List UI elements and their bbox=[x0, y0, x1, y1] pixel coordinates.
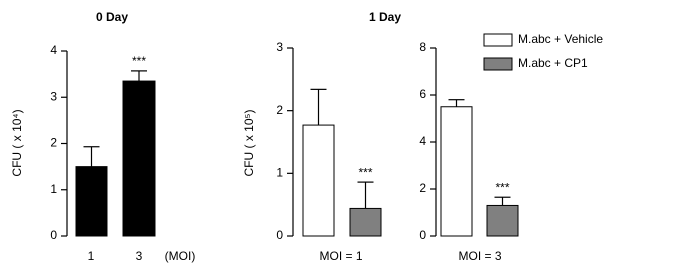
y-tick-label: 3 bbox=[50, 89, 57, 103]
y-tick-label: 2 bbox=[276, 103, 283, 117]
x-tick-label: 3 bbox=[136, 249, 143, 263]
x-axis-label: MOI = 1 bbox=[319, 249, 362, 263]
y-tick-label: 6 bbox=[419, 87, 426, 101]
significance: *** bbox=[132, 54, 146, 68]
x-tick-label: 1 bbox=[88, 249, 95, 263]
legend-swatch bbox=[483, 33, 513, 47]
bar bbox=[122, 80, 156, 237]
bar bbox=[486, 204, 519, 237]
y-tick-label: 1 bbox=[276, 166, 283, 180]
bar bbox=[440, 106, 473, 237]
y-tick-label: 0 bbox=[419, 228, 426, 242]
panel-title: 1 Day bbox=[369, 10, 401, 24]
y-tick-label: 0 bbox=[50, 228, 57, 242]
panel-title: 0 Day bbox=[96, 10, 128, 24]
y-tick-label: 2 bbox=[419, 181, 426, 195]
x-axis-label: (MOI) bbox=[165, 249, 196, 263]
y-axis-label: CFU ( x 10⁴) bbox=[10, 109, 24, 176]
legend-label: M.abc + CP1 bbox=[518, 56, 588, 70]
y-tick-label: 2 bbox=[50, 136, 57, 150]
y-tick-label: 4 bbox=[419, 134, 426, 148]
legend-label: M.abc + Vehicle bbox=[518, 32, 603, 46]
legend-swatch bbox=[483, 57, 513, 71]
bar bbox=[302, 124, 335, 237]
x-axis-label: MOI = 3 bbox=[458, 249, 501, 263]
y-tick-label: 8 bbox=[419, 40, 426, 54]
y-axis-label: CFU ( x 10⁵) bbox=[242, 110, 256, 177]
y-tick-label: 3 bbox=[276, 40, 283, 54]
y-tick-label: 0 bbox=[276, 228, 283, 242]
significance: *** bbox=[495, 180, 509, 194]
significance: *** bbox=[358, 165, 372, 179]
y-tick-label: 1 bbox=[50, 182, 57, 196]
y-tick-label: 4 bbox=[50, 43, 57, 57]
bar bbox=[75, 166, 108, 237]
bar bbox=[349, 207, 382, 237]
